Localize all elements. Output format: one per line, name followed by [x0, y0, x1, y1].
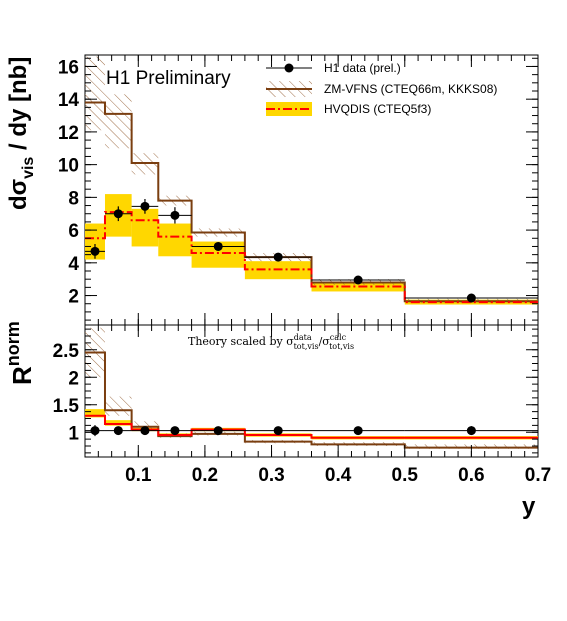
data-point — [85, 244, 105, 259]
svg-text:ZM-VFNS (CTEQ66m, KKKS08): ZM-VFNS (CTEQ66m, KKKS08) — [324, 82, 497, 96]
y-tick-label: 2 — [68, 287, 79, 308]
data-point-marker — [353, 426, 363, 436]
x-tick-label: 0.3 — [258, 465, 284, 486]
x-tick-label: 0.5 — [392, 465, 419, 486]
normalization-note: Theory scaled by σdata tot,vis/σcalc tot,v… — [188, 333, 354, 351]
data-point — [191, 426, 245, 436]
data-point — [311, 275, 405, 285]
legend-entry-data: H1 data (prel.) — [266, 61, 401, 75]
y-tick-label: 1.5 — [53, 396, 80, 417]
data-point — [191, 241, 245, 251]
data-point — [311, 426, 405, 436]
hvqdis-band-bin — [85, 409, 105, 418]
x-tick-label: 0.4 — [325, 465, 352, 486]
zmvfns-band-bin — [104, 94, 132, 149]
hvqdis-band-bin — [104, 420, 132, 426]
data-point — [104, 206, 132, 222]
data-point-marker — [113, 426, 123, 436]
hvqdis-band-bin — [85, 223, 105, 260]
hvqdis-band-bin — [311, 282, 405, 292]
data-point — [158, 207, 192, 224]
y-tick-label: 2 — [68, 368, 79, 389]
y-tick-label: 1 — [68, 423, 79, 444]
y-tick-label: 2.5 — [53, 341, 80, 362]
data-point-marker — [170, 210, 180, 220]
data-point — [131, 199, 159, 214]
hvqdis-band-bin — [158, 223, 192, 257]
data-point-marker — [90, 246, 100, 256]
data-point — [404, 293, 538, 303]
data-point-marker — [90, 426, 100, 436]
y-tick-label: 10 — [58, 156, 79, 177]
data-point-marker — [353, 275, 363, 285]
data-point-marker — [466, 426, 476, 436]
data-point — [244, 252, 312, 262]
hvqdis-band-bin — [131, 208, 159, 247]
zmvfns-band-bin — [104, 396, 132, 416]
preliminary-label: H1 Preliminary — [106, 68, 231, 89]
data-point-marker — [273, 426, 283, 436]
data-point-marker — [213, 426, 223, 436]
x-tick-label: 0.1 — [125, 465, 152, 486]
y-tick-label: 4 — [68, 254, 79, 275]
hvqdis-line — [85, 414, 538, 439]
x-tick-label: 0.2 — [192, 465, 218, 486]
x-axis-title: y — [522, 493, 536, 520]
data-point-marker — [140, 201, 150, 211]
data-point-marker — [466, 293, 476, 303]
legend: H1 data (prel.) ZM-VFNS (CTEQ66m, KKKS08… — [266, 61, 497, 116]
data-point — [404, 426, 538, 436]
data-point-marker — [113, 209, 123, 219]
data-point — [131, 426, 159, 436]
data-point — [104, 426, 132, 436]
data-point — [85, 425, 105, 437]
data-point — [244, 426, 312, 436]
legend-entry-zmvfns: ZM-VFNS (CTEQ66m, KKKS08) — [266, 81, 497, 97]
data-point-marker — [213, 241, 223, 251]
data-point — [158, 426, 192, 436]
y-tick-label: 14 — [58, 90, 80, 111]
zmvfns-band-bin — [131, 421, 159, 430]
x-tick-label: 0.7 — [525, 465, 551, 486]
y-tick-label: 8 — [68, 188, 79, 209]
top-y-axis-title: dσvis / dy [nb] — [5, 57, 37, 210]
zmvfns-band-bin — [85, 56, 105, 131]
y-tick-label: 6 — [68, 221, 79, 242]
legend-entry-hvqdis: HVQDIS (CTEQ5f3) — [266, 102, 431, 116]
data-point-marker — [170, 426, 180, 436]
bottom-y-axis-title: Rnorm — [3, 321, 37, 385]
svg-text:H1 data (prel.): H1 data (prel.) — [324, 61, 401, 75]
data-point-marker — [140, 426, 150, 436]
svg-text:HVQDIS (CTEQ5f3): HVQDIS (CTEQ5f3) — [324, 102, 431, 116]
y-tick-label: 12 — [58, 123, 79, 144]
data-point-marker — [273, 252, 283, 262]
x-tick-label: 0.6 — [458, 465, 484, 486]
y-tick-label: 16 — [58, 57, 79, 78]
